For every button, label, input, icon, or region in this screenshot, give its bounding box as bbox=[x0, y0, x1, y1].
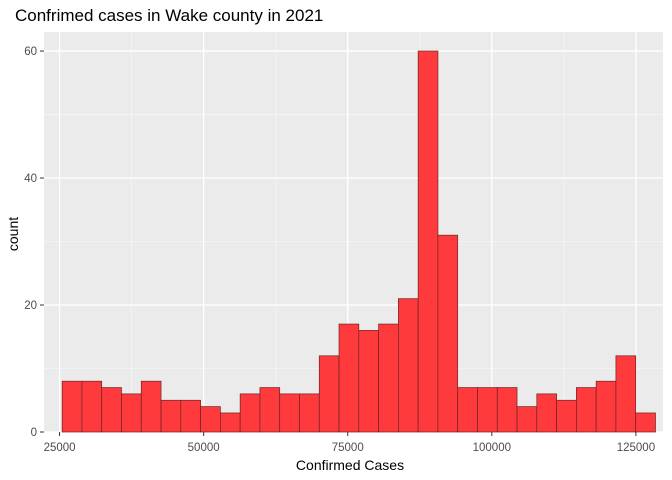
y-tick-labels: 0 20 40 60 bbox=[24, 46, 37, 439]
histogram-bar bbox=[338, 323, 360, 433]
histogram-bar bbox=[378, 323, 399, 433]
chart-title: Confrimed cases in Wake county in 2021 bbox=[15, 6, 323, 25]
histogram-bar bbox=[615, 355, 637, 433]
x-tick-label: 125000 bbox=[617, 442, 655, 454]
x-tick-label: 25000 bbox=[44, 442, 76, 454]
y-tick-label: 60 bbox=[24, 46, 37, 58]
axis-ticks bbox=[40, 50, 637, 436]
histogram-bar bbox=[437, 234, 459, 433]
x-axis-title: Confirmed Cases bbox=[296, 457, 404, 473]
histogram-bar bbox=[536, 393, 557, 433]
y-axis-title: count bbox=[5, 217, 21, 251]
histogram-bar bbox=[576, 387, 597, 433]
histogram-bars bbox=[61, 50, 656, 433]
histogram-bar bbox=[200, 406, 221, 433]
histogram-bar bbox=[457, 387, 478, 433]
histogram-bar bbox=[101, 387, 122, 433]
histogram-bar bbox=[516, 406, 538, 433]
x-tick-label: 50000 bbox=[188, 442, 220, 454]
histogram-bar bbox=[259, 387, 281, 433]
histogram-bar bbox=[358, 330, 379, 433]
histogram-bar bbox=[239, 393, 261, 433]
histogram-bar bbox=[81, 380, 103, 433]
histogram-bar bbox=[160, 399, 182, 433]
y-tick-label: 20 bbox=[24, 300, 37, 312]
y-tick-label: 0 bbox=[31, 427, 37, 439]
x-tick-labels: 25000 50000 75000 100000 125000 bbox=[44, 442, 656, 454]
histogram-bar bbox=[180, 399, 201, 433]
histogram-bar bbox=[417, 50, 439, 433]
x-tick-label: 100000 bbox=[473, 442, 511, 454]
x-tick-label: 75000 bbox=[332, 442, 364, 454]
histogram-bar bbox=[220, 412, 241, 433]
histogram-bar bbox=[635, 412, 656, 433]
histogram-bar bbox=[496, 387, 518, 433]
histogram-bar bbox=[318, 355, 340, 433]
histogram-bar bbox=[595, 380, 617, 433]
histogram-bar bbox=[121, 393, 142, 433]
histogram-bar bbox=[279, 393, 300, 433]
histogram-bar bbox=[556, 399, 577, 433]
histogram-bar bbox=[398, 298, 419, 433]
histogram-bar bbox=[477, 387, 498, 433]
histogram-bar bbox=[61, 380, 83, 433]
histogram-bar bbox=[140, 380, 162, 433]
y-tick-label: 40 bbox=[24, 173, 37, 185]
histogram-bar bbox=[299, 393, 320, 433]
